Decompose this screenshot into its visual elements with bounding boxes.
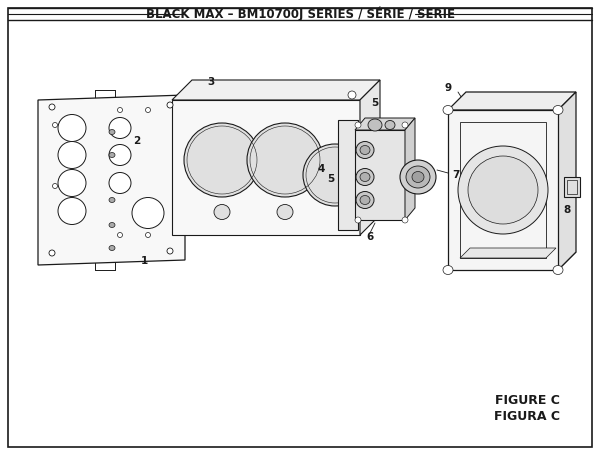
Ellipse shape [356, 142, 374, 158]
Polygon shape [360, 80, 380, 235]
Text: FIGURA C: FIGURA C [494, 410, 560, 424]
Text: FIGURE C: FIGURE C [495, 394, 560, 406]
Ellipse shape [214, 204, 230, 219]
Polygon shape [38, 95, 185, 265]
Polygon shape [355, 118, 415, 130]
Ellipse shape [360, 172, 370, 182]
Ellipse shape [53, 122, 58, 127]
Ellipse shape [348, 91, 356, 99]
Ellipse shape [109, 152, 115, 157]
Text: 9: 9 [445, 83, 452, 93]
Ellipse shape [443, 266, 453, 274]
Polygon shape [448, 252, 576, 270]
Polygon shape [172, 80, 380, 100]
Ellipse shape [49, 250, 55, 256]
Ellipse shape [109, 172, 131, 193]
Ellipse shape [49, 104, 55, 110]
Polygon shape [558, 92, 576, 270]
Text: 5: 5 [371, 98, 379, 108]
Ellipse shape [303, 144, 367, 206]
Ellipse shape [247, 123, 323, 197]
Ellipse shape [53, 183, 58, 188]
Ellipse shape [118, 233, 122, 238]
Ellipse shape [385, 121, 395, 130]
Ellipse shape [458, 146, 548, 234]
Ellipse shape [368, 119, 382, 131]
Text: 2: 2 [133, 136, 140, 146]
Text: BLACK MAX – BM10700J SERIES / SÉRIE / SERIE: BLACK MAX – BM10700J SERIES / SÉRIE / SE… [146, 7, 455, 21]
Ellipse shape [553, 266, 563, 274]
Ellipse shape [402, 217, 408, 223]
Ellipse shape [109, 246, 115, 251]
Text: 3: 3 [208, 77, 215, 87]
Ellipse shape [356, 192, 374, 208]
Polygon shape [172, 100, 360, 235]
Ellipse shape [132, 197, 164, 228]
Ellipse shape [146, 107, 151, 112]
Text: 7: 7 [452, 170, 460, 180]
Text: 5: 5 [327, 174, 334, 184]
Ellipse shape [58, 115, 86, 142]
Ellipse shape [443, 106, 453, 115]
Ellipse shape [109, 117, 131, 138]
Ellipse shape [109, 222, 115, 228]
Ellipse shape [109, 145, 131, 166]
Polygon shape [338, 120, 358, 230]
Ellipse shape [553, 106, 563, 115]
Ellipse shape [109, 197, 115, 202]
Polygon shape [448, 92, 576, 110]
Ellipse shape [356, 168, 374, 186]
Ellipse shape [360, 196, 370, 204]
Ellipse shape [400, 160, 436, 194]
Ellipse shape [184, 123, 260, 197]
Ellipse shape [355, 122, 361, 128]
Ellipse shape [167, 248, 173, 254]
Ellipse shape [118, 107, 122, 112]
Polygon shape [564, 177, 580, 197]
Polygon shape [355, 130, 405, 220]
Text: 8: 8 [563, 205, 571, 215]
Text: 6: 6 [367, 232, 374, 242]
Ellipse shape [167, 102, 173, 108]
Ellipse shape [146, 233, 151, 238]
Ellipse shape [406, 166, 430, 188]
Ellipse shape [277, 204, 293, 219]
Text: 1: 1 [141, 256, 148, 266]
Ellipse shape [468, 156, 538, 224]
Polygon shape [460, 248, 556, 258]
Ellipse shape [58, 170, 86, 197]
Ellipse shape [355, 217, 361, 223]
Ellipse shape [109, 130, 115, 135]
Polygon shape [405, 118, 415, 220]
Text: 4: 4 [317, 164, 325, 174]
Ellipse shape [58, 142, 86, 168]
Polygon shape [448, 110, 558, 270]
Ellipse shape [402, 122, 408, 128]
Ellipse shape [58, 197, 86, 224]
Ellipse shape [412, 172, 424, 182]
Ellipse shape [360, 146, 370, 155]
